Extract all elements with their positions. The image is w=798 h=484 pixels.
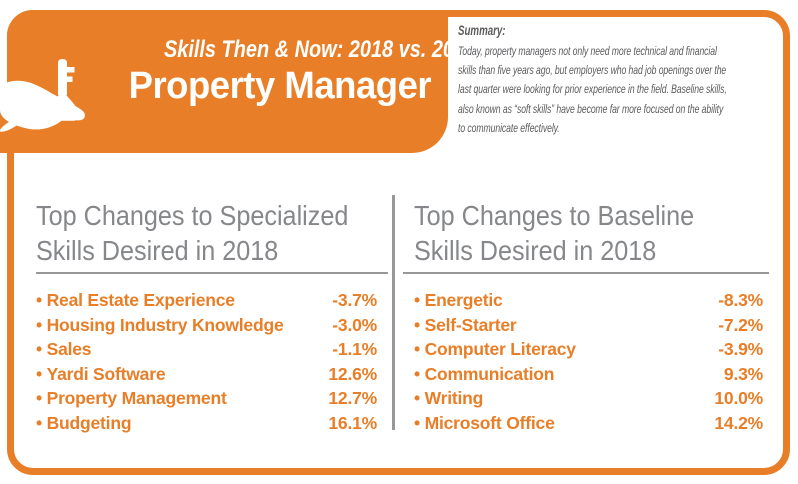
skill-value: 14.2% — [714, 412, 763, 433]
skill-value: 16.1% — [328, 412, 377, 433]
skill-value: -7.2% — [718, 314, 763, 335]
skill-value: 10.0% — [714, 388, 763, 408]
skill-label: Communication — [414, 362, 555, 387]
heading-rule — [403, 272, 769, 274]
list-item: Self-Starter -7.2% — [414, 313, 769, 338]
heading-line: Top Changes to Baseline — [414, 200, 695, 231]
specialized-skills-list: Real Estate Experience -3.7% Housing Indu… — [36, 288, 388, 435]
skill-label: Yardi Software — [36, 362, 166, 387]
skill-value: 9.3% — [723, 363, 763, 384]
skill-label: Self-Starter — [414, 313, 517, 338]
skill-label: Budgeting — [36, 411, 132, 436]
skill-value: 12.7% — [328, 388, 377, 408]
list-item: Yardi Software 12.6% — [36, 362, 388, 387]
list-item: Communication 9.3% — [414, 362, 769, 387]
summary-line: to communicate effectively. — [458, 120, 560, 135]
list-item: Energetic -8.3% — [414, 288, 769, 313]
specialized-skills-section: Top Changes to Specialized Skills Desire… — [36, 198, 388, 435]
list-item: Budgeting 16.1% — [36, 411, 388, 436]
baseline-skills-section: Top Changes to Baseline Skills Desired i… — [403, 198, 769, 435]
skill-label: Sales — [36, 337, 92, 362]
list-item: Sales -1.1% — [36, 337, 388, 362]
heading-line: Skills Desired in 2018 — [414, 235, 657, 266]
skill-value: -3.0% — [332, 314, 377, 335]
banner-titles: Skills Then & Now: 2018 vs. 2013 Propert… — [100, 36, 477, 108]
heading-line: Skills Desired in 2018 — [36, 235, 279, 266]
list-item: Real Estate Experience -3.7% — [36, 288, 388, 313]
skill-label: Energetic — [414, 288, 503, 313]
summary-line: also known as “soft skills” have become … — [458, 101, 724, 116]
skill-value: -1.1% — [332, 339, 377, 359]
heading-rule — [36, 272, 388, 274]
skill-value: -8.3% — [718, 290, 763, 310]
heading-line: Top Changes to Specialized — [36, 200, 349, 231]
skill-label: Property Management — [36, 386, 227, 411]
list-item: Computer Literacy -3.9% — [414, 337, 769, 362]
summary-line: skills than five years ago, but employer… — [458, 63, 727, 78]
skill-label: Real Estate Experience — [36, 288, 235, 313]
skill-value: -3.9% — [718, 339, 763, 359]
baseline-skills-list: Energetic -8.3% Self-Starter -7.2% Compute… — [403, 288, 769, 435]
header-banner — [7, 10, 448, 153]
summary-line: Today, property managers not only need m… — [458, 44, 717, 58]
skill-label: Housing Industry Knowledge — [36, 313, 284, 338]
summary-panel: Summary: Today, property managers not on… — [458, 21, 775, 138]
list-item: Housing Industry Knowledge -3.0% — [36, 313, 388, 338]
list-item: Property Management 12.7% — [36, 386, 388, 411]
skill-label: Writing — [414, 386, 484, 411]
list-item: Writing 10.0% — [414, 386, 769, 411]
skill-value: 12.6% — [328, 363, 377, 384]
list-item: Microsoft Office 14.2% — [414, 411, 769, 436]
skill-label: Computer Literacy — [414, 337, 576, 362]
section-heading-specialized: Top Changes to Specialized Skills Desire… — [36, 198, 388, 268]
skill-label: Microsoft Office — [414, 411, 555, 436]
section-heading-baseline: Top Changes to Baseline Skills Desired i… — [403, 198, 769, 268]
summary-line: last quarter were looking for prior expe… — [458, 82, 727, 97]
page-title: Property Manager — [128, 65, 432, 107]
skill-value: -3.7% — [332, 290, 377, 310]
column-divider — [392, 195, 395, 430]
summary-label: Summary: — [458, 23, 506, 38]
banner-tagline: Skills Then & Now: 2018 vs. 2013 — [163, 36, 477, 63]
hand-holding-key-icon — [0, 58, 110, 134]
